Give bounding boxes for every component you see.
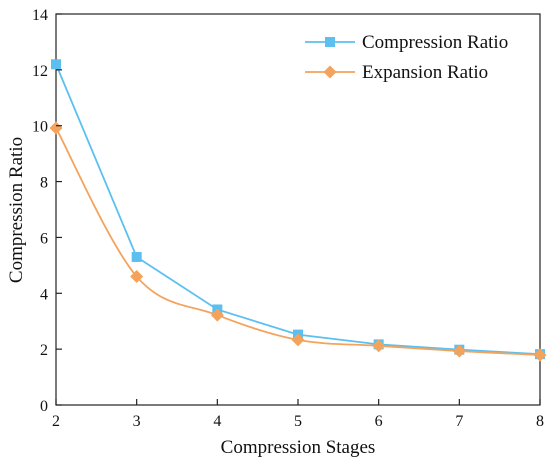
x-tick-label: 5 [294, 413, 302, 430]
data-point-compression-ratio [131, 251, 142, 262]
x-tick-label: 7 [455, 413, 463, 430]
legend-item-expansion-ratio: Expansion Ratio [305, 62, 488, 83]
legend-swatch-marker [323, 65, 337, 79]
y-tick-label: 12 [32, 63, 48, 80]
data-point-expansion-ratio [372, 339, 386, 353]
y-tick-label: 0 [40, 398, 48, 415]
series-layer [49, 59, 547, 362]
series-expansion-ratio [49, 121, 547, 362]
data-point-expansion-ratio [291, 333, 305, 347]
legend: Compression Ratio Expansion Ratio [305, 32, 508, 83]
data-point-compression-ratio [51, 59, 61, 70]
data-point-expansion-ratio [130, 270, 144, 284]
x-tick-label: 4 [213, 413, 221, 430]
x-tick-label: 2 [52, 413, 60, 430]
series-line-compression-ratio [55, 63, 541, 356]
y-tick-label: 8 [40, 175, 48, 192]
legend-label: Compression Ratio [362, 32, 508, 53]
legend-swatch-marker [325, 37, 335, 47]
y-tick-label: 4 [40, 286, 48, 303]
x-tick-label: 6 [375, 413, 383, 430]
x-axis-label: Compression Stages [221, 437, 376, 458]
y-tick-label: 14 [32, 7, 48, 24]
data-point-expansion-ratio [452, 344, 466, 358]
x-tick-label: 8 [536, 413, 544, 430]
legend-label: Expansion Ratio [362, 62, 488, 83]
y-tick-label: 6 [40, 230, 48, 247]
y-axis-label: Compression Ratio [6, 137, 27, 283]
data-point-expansion-ratio [533, 348, 547, 362]
series-line-expansion-ratio [55, 127, 541, 356]
legend-item-compression-ratio: Compression Ratio [305, 32, 508, 53]
y-tick-label: 10 [32, 119, 48, 136]
data-point-expansion-ratio [210, 308, 224, 322]
series-compression-ratio [51, 59, 545, 360]
y-tick-label: 2 [40, 342, 48, 359]
x-tick-label: 3 [133, 413, 141, 430]
data-point-expansion-ratio [49, 121, 63, 135]
